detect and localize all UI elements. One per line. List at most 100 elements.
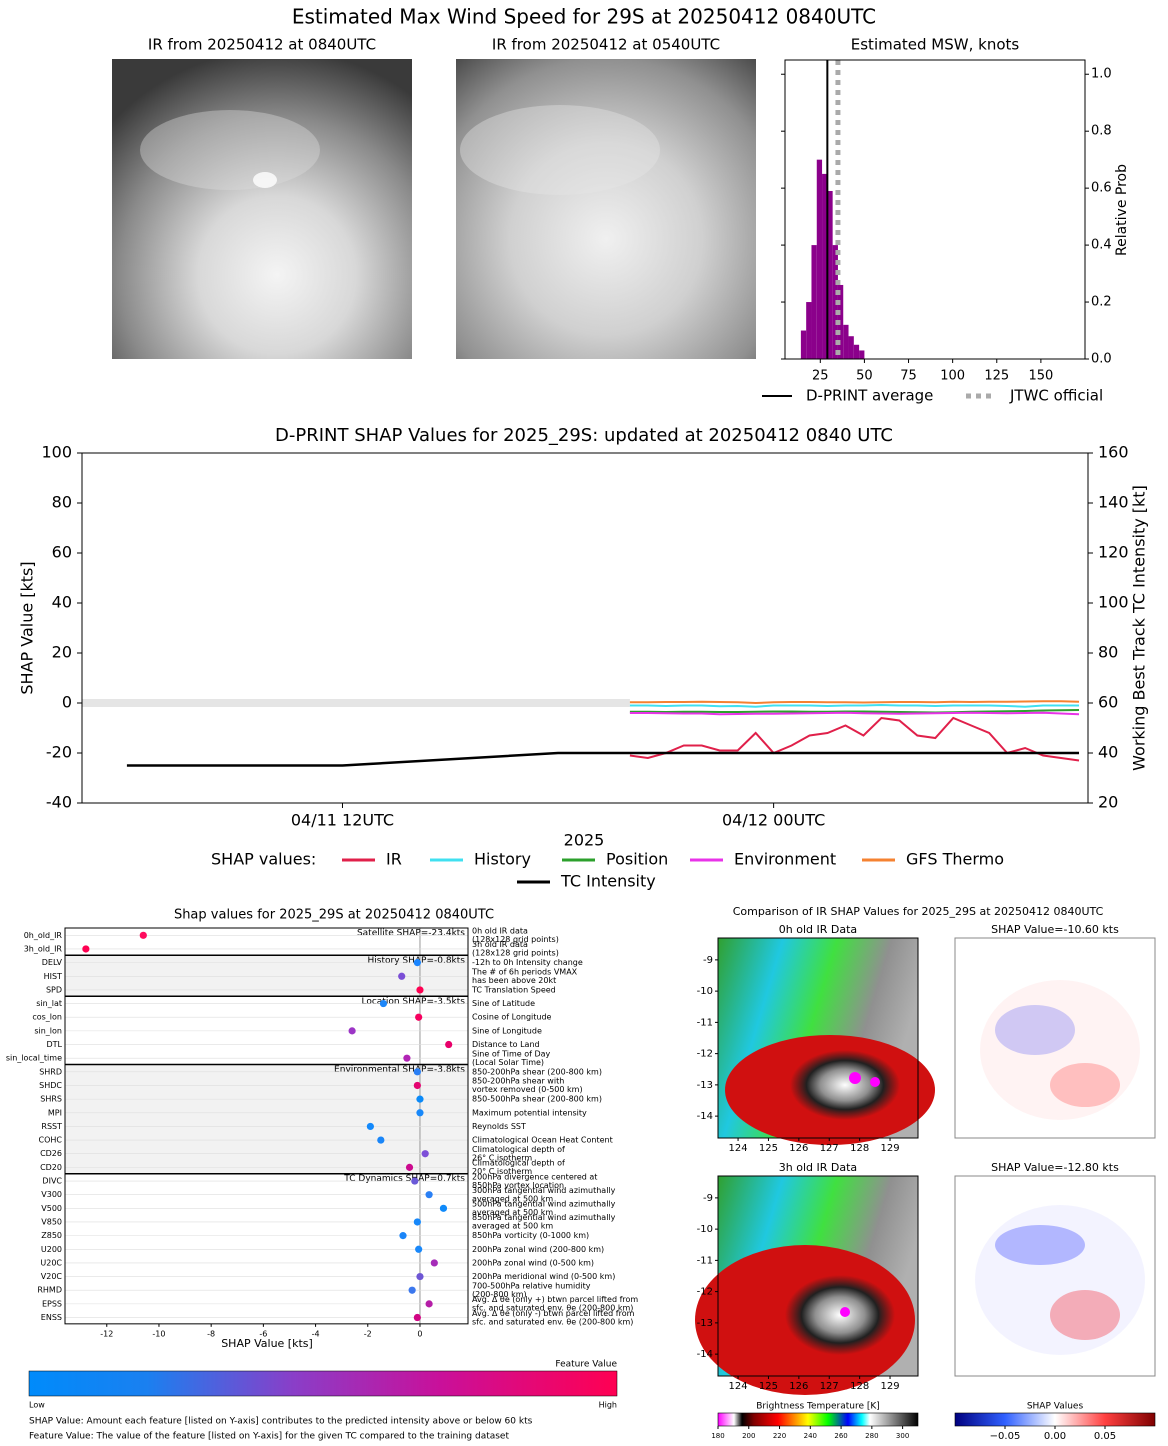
feature-description: The # of 6h periods VMAX — [471, 968, 578, 977]
chart-title: D-PRINT SHAP Values for 2025_29S: update… — [275, 425, 893, 446]
feature-description: averaged at 500 km — [472, 1222, 553, 1231]
feature-description: 850-200hPa shear with — [472, 1077, 564, 1086]
feature-dot — [377, 1136, 385, 1144]
colorbar-tick-label: 260 — [834, 1432, 847, 1440]
y-tick-label: -14 — [697, 1349, 713, 1360]
y-tick-label: -9 — [703, 955, 713, 966]
feature-description: 200hPa meridional wind (0-500 km) — [472, 1272, 615, 1281]
feature-description: 850-200hPa shear (200-800 km) — [472, 1067, 602, 1076]
feature-label: V300 — [41, 1190, 62, 1199]
y-tick-label: 0.6 — [1091, 181, 1112, 196]
x-tick-label: 150 — [1028, 369, 1053, 384]
x-tick-label: 100 — [940, 369, 965, 384]
bar — [843, 324, 849, 359]
feature-dot — [398, 972, 406, 980]
feature-dot — [445, 1040, 453, 1049]
legend-label: GFS Thermo — [906, 850, 1004, 869]
y-tick-label: -20 — [46, 743, 72, 762]
figure-title: Estimated Max Wind Speed for 29S at 2025… — [292, 5, 876, 29]
feature-label: V500 — [41, 1204, 62, 1213]
feature-label: SHRS — [40, 1095, 62, 1104]
feature-description: Distance to Land — [472, 1040, 540, 1049]
feature-description: 850hPa tangential wind azimuthally — [472, 1213, 616, 1222]
feature-label: RHMD — [37, 1286, 62, 1295]
y2-tick-label: 80 — [1098, 643, 1118, 662]
colorbar-low: Low — [29, 1401, 45, 1410]
feature-dot — [82, 945, 90, 953]
feature-dot — [366, 1122, 374, 1131]
feature-description: (Local Solar Time) — [472, 1058, 544, 1067]
x-tick-label: 0 — [417, 1329, 422, 1338]
y-tick-label: -12 — [697, 1287, 713, 1298]
feature-description: 500hPa tangential wind azimuthally — [472, 1200, 616, 1209]
colorbar-tick-label: −0.05 — [990, 1431, 1021, 1442]
feature-label: CD20 — [40, 1163, 62, 1172]
feature-description: Avg. Δ θe (only -) btwn parcel lifted fr… — [472, 1309, 635, 1318]
bar — [800, 330, 807, 359]
feature-label: RSST — [41, 1122, 62, 1131]
y-tick-label: 0.4 — [1091, 238, 1112, 253]
bar — [816, 159, 823, 359]
series-line — [629, 711, 1080, 716]
x-tick-label: 124 — [729, 1381, 748, 1392]
bar — [827, 190, 833, 359]
feature-label: Z850 — [41, 1231, 62, 1240]
ir-map — [695, 1176, 918, 1395]
feature-dot — [415, 1245, 423, 1253]
feature-description: Maximum potential intensity — [472, 1108, 587, 1117]
feature-dot — [421, 1150, 429, 1158]
feature-label: DELV — [42, 958, 63, 967]
feature-label: HIST — [44, 972, 62, 981]
feature-dot — [416, 1095, 424, 1103]
feature-dot — [411, 1177, 419, 1185]
bar — [848, 336, 854, 359]
colorbar — [954, 1412, 1156, 1427]
feature-description: (128x128 grid points) — [472, 935, 559, 944]
colorbar-tick-label: 220 — [773, 1432, 786, 1440]
feature-label: DTL — [46, 1040, 62, 1049]
series-line — [629, 700, 1080, 705]
chart-title: Estimated MSW, knots — [851, 36, 1020, 54]
group-label: Location SHAP=-3.5kts — [361, 997, 465, 1007]
feature-description: TC Translation Speed — [471, 985, 556, 994]
colorbar-tick-label: 240 — [804, 1432, 817, 1440]
colorbar-title: Feature Value — [555, 1360, 617, 1370]
shap-map — [954, 1175, 1156, 1377]
feature-dot — [430, 1259, 438, 1267]
cloud-band — [140, 110, 320, 190]
x-tick-label: -4 — [312, 1329, 320, 1338]
y-tick-label: 100 — [41, 443, 72, 462]
x-tick-label: 125 — [984, 369, 1009, 384]
panel-title: 0h old IR Data — [779, 923, 857, 936]
y-tick-label: 80 — [52, 493, 72, 512]
y-tick-label: -13 — [697, 1080, 713, 1091]
feature-description: (128x128 grid points) — [472, 949, 559, 958]
y-tick-label: -10 — [697, 1224, 713, 1235]
y-tick-label: -13 — [697, 1318, 713, 1329]
feature-label: EPSS — [42, 1299, 62, 1308]
y-tick-label: 0.0 — [1091, 352, 1112, 367]
x-tick-label: 129 — [880, 1143, 899, 1154]
feature-description: Climatological depth of — [472, 1145, 565, 1154]
colorbar-tick-label: 200 — [742, 1432, 755, 1440]
feature-description: 850-500hPa shear (200-800 km) — [472, 1095, 602, 1104]
feature-dot — [425, 1191, 433, 1199]
feature-description: averaged at 500 km — [472, 1194, 553, 1203]
chart-title: Comparison of IR SHAP Values for 2025_29… — [733, 905, 1104, 918]
feature-description: sfc. and saturated env. θe (200-800 km) — [472, 1304, 633, 1313]
x-tick-label: -12 — [100, 1329, 113, 1338]
feature-label: V850 — [41, 1217, 62, 1226]
feature-description: -12h to 0h Intensity change — [472, 958, 583, 967]
x-tick-label: 50 — [856, 369, 873, 384]
y2-axis-label: Working Best Track TC Intensity [kt] — [1130, 485, 1149, 771]
feature-description: Avg. Δ θe (only +) btwn parcel lifted fr… — [472, 1295, 638, 1304]
bar — [859, 350, 865, 359]
legend-label: IR — [386, 850, 402, 869]
feature-description: 850hPa vorticity (0-1000 km) — [472, 1231, 589, 1240]
feature-dot — [413, 1068, 421, 1076]
x-tick-label: -6 — [259, 1329, 267, 1338]
feature-description: Climatological Ocean Heat Content — [472, 1136, 613, 1145]
feature-dot — [348, 1027, 356, 1035]
feature-dot — [379, 999, 388, 1008]
feature-description: Climatological depth of — [472, 1159, 565, 1168]
